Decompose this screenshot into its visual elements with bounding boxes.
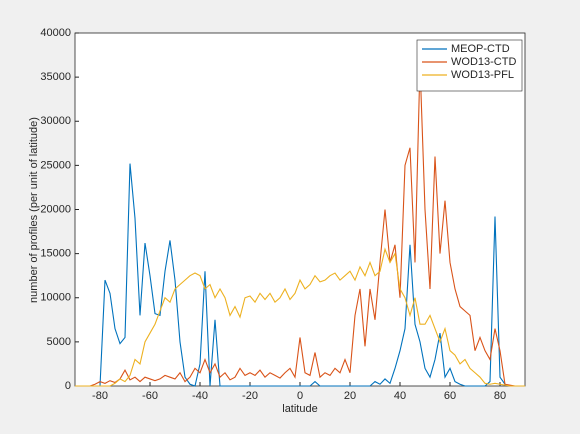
- legend-label: WOD13-CTD: [451, 56, 516, 68]
- legend-label: MEOP-CTD: [451, 43, 510, 55]
- y-tick-label: 10000: [40, 292, 71, 304]
- x-tick-label: 40: [394, 390, 406, 402]
- x-tick-label: 0: [297, 390, 303, 402]
- x-tick-label: 80: [494, 390, 506, 402]
- x-tick-label: 20: [344, 390, 356, 402]
- plot-area: [74, 32, 526, 387]
- series-line: [75, 163, 525, 387]
- legend-label: WOD13-PFL: [451, 69, 514, 81]
- y-tick-label: 5000: [47, 336, 71, 348]
- y-tick-label: 15000: [40, 248, 71, 260]
- x-tick-label: -80: [92, 390, 108, 402]
- y-tick-label: 35000: [40, 71, 71, 83]
- y-tick-label: 30000: [40, 115, 71, 127]
- y-tick-label: 25000: [40, 159, 71, 171]
- x-tick-label: -40: [192, 390, 208, 402]
- y-tick-label: 20000: [40, 203, 71, 215]
- x-tick-label: 60: [444, 390, 456, 402]
- y-tick-label: 0: [65, 380, 71, 392]
- x-axis-label: latitude: [282, 403, 317, 415]
- y-axis-label: number of profiles (per unit of latitude…: [28, 117, 40, 303]
- series-line: [75, 247, 525, 387]
- series-line: [75, 63, 525, 387]
- x-tick-label: -20: [242, 390, 258, 402]
- x-tick-label: -60: [142, 390, 158, 402]
- y-tick-label: 40000: [40, 27, 71, 39]
